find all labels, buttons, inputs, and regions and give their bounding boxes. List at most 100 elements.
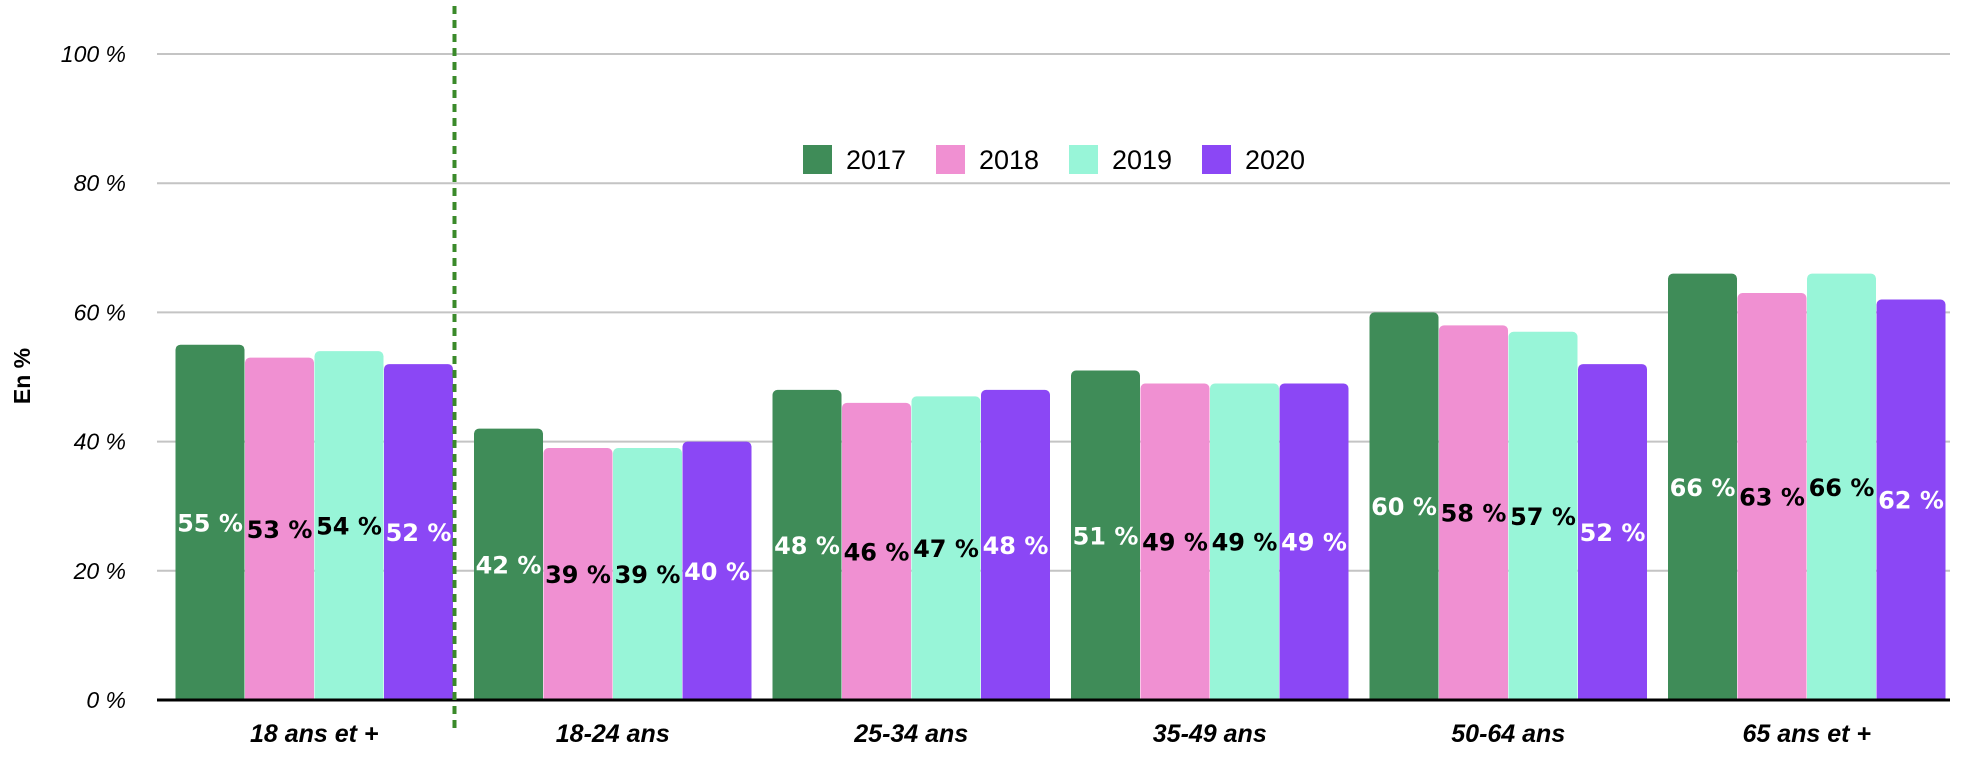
data-label: 49 % [1281,529,1347,557]
bar-base [613,694,682,700]
data-label: 48 % [774,532,840,560]
bar-2020-5 [1876,299,1946,700]
bar-base [1140,694,1210,700]
bar-base [1807,694,1876,700]
bar-2018-3 [1140,383,1210,700]
bar-2019-2 [911,396,981,700]
y-tick-label: 80 % [74,170,126,196]
category-label: 35-49 ans [1153,720,1267,748]
bar-base [1668,694,1737,700]
legend-swatch-2020 [1202,145,1231,174]
bar-base [384,694,453,700]
y-axis-ticks: 0 % 20 % 40 % 60 % 80 % 100 % [61,41,126,713]
data-label: 48 % [983,532,1049,560]
bar-2019-3 [1210,383,1279,700]
bar-2017-3 [1071,370,1140,700]
bar-base [474,694,543,700]
bar-2018-4 [1439,325,1508,700]
data-label: 51 % [1073,522,1139,550]
legend: 2017 2018 2019 2020 [803,145,1305,175]
bar-2019-0 [314,351,384,700]
bar-2019-4 [1508,331,1578,700]
bar-base [1876,694,1946,700]
data-label: 57 % [1510,503,1576,531]
bar-2020-0 [384,364,453,700]
bar-base [1071,694,1140,700]
legend-label-2019: 2019 [1112,145,1172,175]
data-label: 60 % [1371,493,1437,521]
data-labels: 55 % 53 % 54 % 52 %42 % 39 % 39 % 40 %48 % 46 %… [177,474,1944,589]
y-tick-label: 40 % [74,429,126,455]
bar-2019-1 [613,448,682,700]
data-label: 63 % [1739,484,1805,512]
data-label: 42 % [476,551,542,579]
bar-base [772,694,842,700]
data-label: 62 % [1878,487,1944,515]
category-label: 25-34 ans [853,720,968,748]
bar-2020-4 [1578,364,1647,700]
data-label: 52 % [1580,519,1646,547]
data-label: 47 % [913,535,979,563]
data-label: 54 % [316,513,382,541]
data-label: 53 % [247,516,313,544]
y-axis-title: En % [9,348,35,404]
bar-base [1737,694,1807,700]
bar-2018-5 [1737,293,1807,700]
bar-2018-0 [245,357,314,700]
category-label: 65 ans et + [1742,720,1871,748]
legend-swatch-2017 [803,145,832,174]
legend-label-2018: 2018 [979,145,1039,175]
bar-base [314,694,384,700]
data-label: 52 % [386,519,452,547]
bar-base [911,694,981,700]
bar-2020-3 [1279,383,1349,700]
y-tick-label: 60 % [74,299,126,325]
bar-2020-1 [682,441,752,700]
data-label: 66 % [1670,474,1736,502]
bar-2017-0 [175,344,245,700]
y-tick-label: 20 % [73,558,126,584]
bar-2020-2 [981,389,1050,700]
data-label: 40 % [684,558,750,586]
data-label: 39 % [615,561,681,589]
legend-label-2020: 2020 [1245,145,1305,175]
bar-2018-1 [543,448,613,700]
bar-base [1508,694,1578,700]
y-tick-label: 0 % [86,687,126,713]
bar-base [1439,694,1508,700]
data-label: 58 % [1441,500,1507,528]
bar-base [175,694,245,700]
legend-swatch-2018 [936,145,965,174]
bar-2018-2 [842,402,911,700]
category-label: 18-24 ans [556,720,670,748]
bar-2017-4 [1369,312,1439,700]
data-label: 55 % [177,509,243,537]
x-axis-categories: 18 ans et + 18-24 ans 25-34 ans 35-49 ans 50… [250,720,1871,748]
legend-swatch-2019 [1069,145,1098,174]
data-label: 49 % [1142,529,1208,557]
bar-2017-2 [772,389,842,700]
legend-label-2017: 2017 [846,145,906,175]
bar-base [682,694,752,700]
bar-2017-1 [474,428,543,700]
data-label: 66 % [1809,474,1875,502]
bar-base [1369,694,1439,700]
data-label: 49 % [1212,529,1278,557]
category-label: 50-64 ans [1451,720,1565,748]
data-label: 39 % [545,561,611,589]
bars [175,273,1946,700]
category-label: 18 ans et + [250,720,379,748]
data-label: 46 % [844,538,910,566]
bar-2019-5 [1807,273,1876,700]
bar-base [1210,694,1279,700]
bar-base [842,694,911,700]
bar-base [1279,694,1349,700]
bar-base [1578,694,1647,700]
bar-base [543,694,613,700]
bar-base [981,694,1050,700]
y-tick-label: 100 % [61,41,126,67]
bar-base [245,694,314,700]
bar-2017-5 [1668,273,1737,700]
